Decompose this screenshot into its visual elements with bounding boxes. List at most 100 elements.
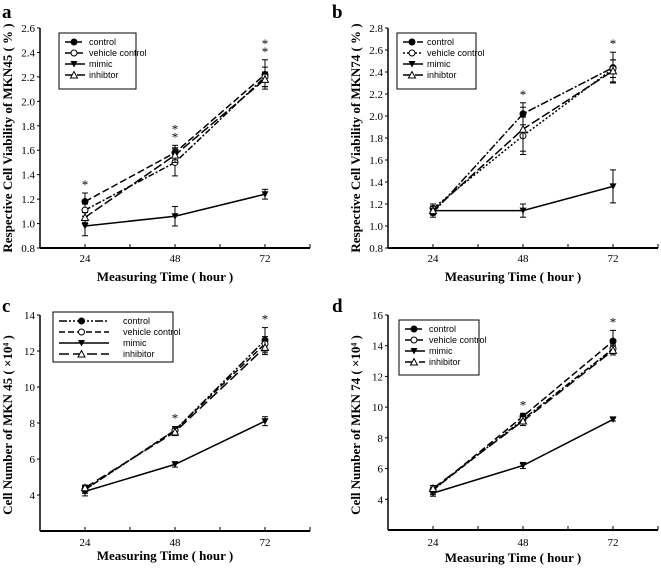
y-axis-title: Respective Cell Viability of MKN74 ( % )	[348, 23, 363, 252]
marker-filled-circle	[70, 38, 78, 46]
marker-triangle-down	[78, 340, 85, 347]
y-tick-label: 6	[30, 454, 36, 466]
legend-label: vehicle control	[123, 327, 181, 337]
marker-triangle-down	[261, 418, 269, 425]
y-axis-title: Respective Cell Viability of MKN45 ( % )	[0, 23, 15, 252]
marker-open-circle	[410, 336, 418, 344]
marker-filled-circle	[78, 317, 85, 325]
y-tick-label: 10	[24, 382, 36, 394]
legend-label: mimic	[89, 59, 113, 69]
legend-label: control	[89, 37, 116, 47]
significance-star: *	[610, 36, 617, 51]
marker-triangle-down	[171, 213, 179, 220]
y-tick-label: 2.6	[369, 45, 383, 57]
legend-box	[52, 311, 174, 363]
y-tick-label: 1.2	[369, 199, 383, 211]
x-tick-label: 24	[428, 253, 440, 265]
x-tick-label: 48	[170, 537, 182, 549]
y-tick-label: 1.8	[369, 133, 383, 145]
marker-open-circle	[408, 49, 416, 57]
y-tick-label: 12	[372, 371, 383, 383]
y-tick-label: 6	[378, 464, 384, 476]
marker-open-triangle	[260, 74, 270, 83]
legend-label: mimic	[429, 346, 453, 356]
y-tick-label: 2.4	[21, 47, 35, 59]
x-tick-label: 24	[80, 537, 92, 549]
y-tick-label: 1.0	[369, 221, 383, 233]
marker-triangle-down	[519, 462, 527, 469]
y-tick-label: 2.0	[21, 96, 35, 108]
x-tick-label: 24	[428, 537, 440, 549]
legend-label: inhibtor	[427, 70, 457, 80]
x-tick-label: 72	[260, 537, 271, 549]
panel-d: d 4 6 8 10 12 14 16 24 48 72 Measuring Time ( hour …	[332, 296, 659, 565]
marker-open-triangle	[77, 349, 86, 358]
series-mimic	[429, 416, 617, 497]
legend-label: inhibitor	[123, 349, 155, 359]
x-axis-title: Measuring Time ( hour )	[97, 548, 234, 563]
y-axis-title: Cell Number of MKN 74 ( ×10⁴ )	[348, 335, 363, 515]
legend-label: control	[123, 316, 150, 326]
panel-letter: a	[2, 2, 12, 23]
marker-open-triangle	[608, 345, 618, 354]
marker-triangle-down	[609, 416, 617, 423]
legend-label: control	[429, 324, 456, 334]
y-tick-label: 4	[378, 494, 384, 506]
panel-b: b 0.8 1.0 1.2 1.4 1.6 1.8 2.0 2.2 2.4 2.6 2.8 24 48 72…	[332, 2, 659, 284]
legend-label: vehicle control	[89, 48, 147, 58]
x-axis-title: Measuring Time ( hour )	[445, 550, 582, 565]
marker-filled-circle	[410, 325, 418, 333]
marker-open-triangle	[260, 342, 270, 351]
x-tick-label: 24	[80, 253, 92, 265]
significance-star: *	[262, 36, 269, 51]
x-axis-title: Measuring Time ( hour )	[97, 269, 234, 284]
x-tick-label: 48	[518, 253, 530, 265]
y-tick-label: 14	[24, 310, 36, 322]
significance-star: *	[172, 411, 179, 426]
significance-star: *	[262, 44, 269, 59]
marker-open-triangle	[409, 357, 419, 366]
marker-open-triangle	[69, 70, 79, 79]
marker-open-triangle	[80, 212, 90, 221]
legend-label: control	[427, 37, 454, 47]
x-tick-label: 72	[608, 537, 619, 549]
y-tick-label: 2.8	[369, 23, 383, 35]
y-tick-label: 2.2	[21, 72, 35, 84]
x-tick-label: 48	[518, 537, 530, 549]
y-tick-label: 2.6	[21, 23, 35, 35]
series-inhibitor	[428, 345, 618, 493]
significance-star: *	[82, 177, 89, 192]
y-tick-label: 1.0	[21, 219, 35, 231]
legend-label: inhibtor	[89, 70, 119, 80]
y-tick-label: 8	[30, 418, 36, 430]
y-tick-label: 2.2	[369, 89, 383, 101]
legend-label: mimic	[123, 338, 147, 348]
series-mimic	[429, 169, 617, 218]
panel-letter: b	[332, 2, 343, 23]
series-line	[432, 418, 614, 494]
legend-label: vehicle control	[427, 48, 485, 58]
significance-star: *	[610, 314, 617, 329]
marker-open-triangle	[608, 66, 618, 75]
marker-open-circle	[78, 328, 85, 336]
y-axis-title: Cell Number of MKN 45 ( ×10⁴ )	[0, 335, 15, 515]
marker-open-triangle	[80, 483, 90, 492]
x-tick-label: 72	[260, 253, 271, 265]
marker-triangle-down	[171, 461, 179, 468]
y-tick-label: 8	[378, 433, 384, 445]
y-tick-label: 1.6	[369, 155, 383, 167]
marker-triangle-down	[408, 61, 416, 68]
marker-triangle-down	[70, 61, 78, 68]
marker-triangle-down	[261, 191, 269, 198]
y-tick-label: 14	[372, 341, 384, 353]
legend-label: mimic	[427, 59, 451, 69]
y-tick-label: 12	[24, 346, 35, 358]
x-tick-label: 48	[170, 253, 182, 265]
panel-c: c 4 6 8 10 12 14 24 48 72 Measuring Time ( hour ) C…	[0, 296, 311, 563]
y-tick-label: 1.6	[21, 145, 35, 157]
y-tick-label: 4	[30, 490, 36, 502]
